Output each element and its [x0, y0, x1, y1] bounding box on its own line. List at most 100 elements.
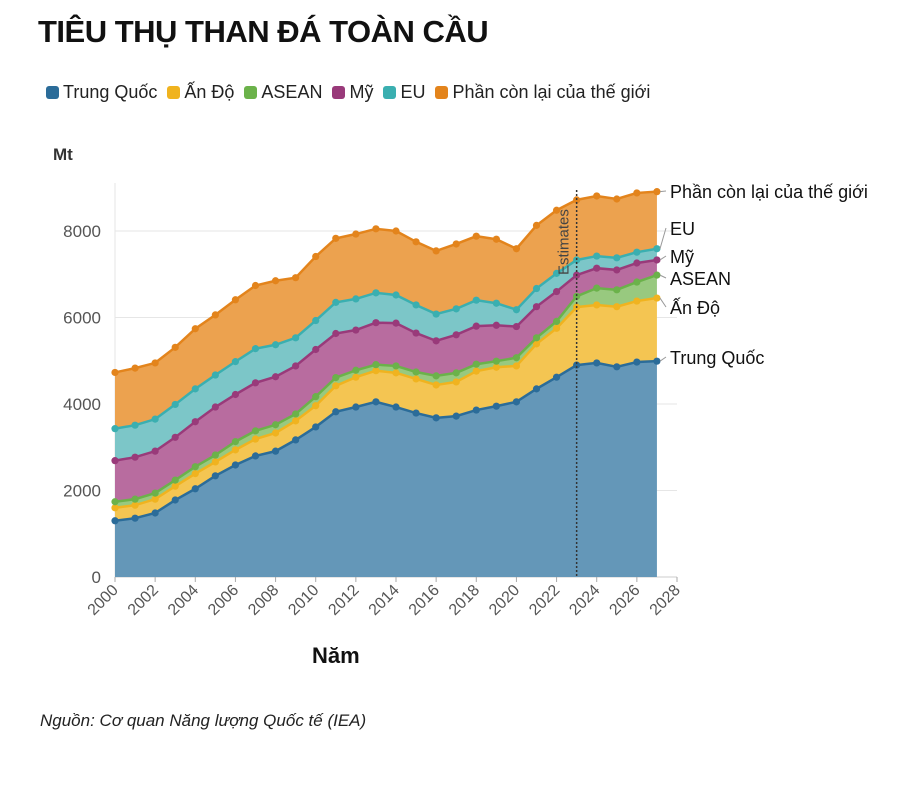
data-point	[191, 385, 199, 393]
data-point	[432, 381, 440, 389]
area-Trung Quốc	[115, 361, 657, 577]
data-point	[613, 363, 621, 371]
data-point	[452, 412, 460, 420]
data-point	[492, 402, 500, 410]
x-tick-label: 2020	[486, 582, 523, 619]
data-point	[211, 403, 219, 411]
data-point	[271, 421, 280, 429]
data-point	[312, 402, 320, 410]
series-line	[114, 258, 658, 462]
label-connector	[659, 274, 667, 279]
data-point	[191, 325, 199, 333]
y-tick-label: 0	[92, 568, 101, 587]
data-point	[191, 485, 199, 493]
end-label: Mỹ	[670, 247, 694, 267]
data-point	[552, 206, 561, 214]
data-point	[613, 266, 621, 274]
data-point	[412, 329, 420, 337]
data-point	[492, 299, 500, 307]
data-point	[332, 329, 340, 338]
data-point	[372, 367, 380, 375]
legend-swatch	[46, 86, 59, 99]
y-tick-label: 8000	[63, 222, 101, 241]
data-point	[211, 472, 219, 480]
data-point	[633, 189, 641, 197]
x-tick-label: 2010	[285, 582, 322, 619]
legend-item: Phần còn lại của thế giới	[435, 82, 650, 103]
data-point	[552, 269, 561, 277]
data-point	[352, 295, 360, 303]
data-point	[191, 470, 199, 478]
legend-swatch	[167, 86, 181, 99]
x-tick-label: 2000	[85, 582, 122, 619]
data-point	[271, 373, 280, 381]
data-point	[593, 359, 601, 367]
data-point	[653, 271, 661, 279]
x-tick-label: 2002	[125, 582, 162, 619]
data-point	[171, 433, 179, 441]
label-connector	[659, 227, 667, 249]
data-point	[131, 514, 139, 522]
data-point	[392, 319, 400, 327]
data-point	[251, 281, 260, 290]
data-point	[151, 415, 159, 423]
data-point	[512, 306, 521, 314]
data-point	[372, 289, 380, 297]
x-tick-label: 2016	[406, 582, 443, 619]
data-point	[312, 316, 320, 325]
data-point	[492, 357, 500, 365]
data-point	[111, 498, 119, 506]
legend-item: Ấn Độ	[167, 82, 234, 103]
legend-item: ASEAN	[244, 82, 322, 103]
legend-label: Mỹ	[349, 82, 374, 102]
data-point	[312, 345, 320, 354]
data-point	[271, 447, 280, 455]
data-point	[613, 286, 621, 294]
data-point	[372, 398, 380, 406]
data-point	[231, 446, 240, 454]
data-point	[332, 382, 340, 390]
data-point	[352, 403, 360, 411]
data-point	[613, 303, 621, 311]
data-point	[633, 278, 641, 286]
data-point	[392, 369, 400, 377]
data-point	[532, 284, 541, 293]
x-tick-label: 2008	[245, 582, 282, 619]
data-point	[352, 326, 360, 334]
legend-label: Ấn Độ	[184, 82, 235, 102]
data-point	[432, 414, 440, 422]
data-point	[512, 354, 521, 362]
data-point	[231, 358, 240, 366]
estimates-label: Estimates	[556, 209, 573, 275]
data-point	[613, 195, 621, 203]
data-point	[332, 408, 340, 416]
data-point	[191, 418, 199, 426]
legend-swatch	[332, 86, 346, 99]
data-point	[532, 221, 541, 229]
x-tick-label: 2006	[205, 582, 242, 619]
data-point	[432, 310, 440, 318]
data-point	[111, 425, 119, 433]
y-tick-label: 4000	[63, 395, 101, 414]
data-point	[573, 292, 581, 300]
data-point	[251, 427, 260, 435]
x-tick-label: 2014	[366, 582, 403, 619]
data-point	[633, 259, 641, 267]
data-point	[552, 317, 561, 325]
data-point	[532, 340, 541, 348]
legend: Trung Quốc Ấn Độ ASEAN Mỹ EU Phần còn lại của…	[46, 82, 650, 103]
data-point	[292, 362, 300, 370]
data-point	[512, 362, 521, 370]
data-point	[492, 321, 500, 329]
data-point	[412, 375, 420, 383]
data-point	[472, 360, 480, 368]
series-line	[114, 190, 658, 374]
area-Ấn Độ	[115, 298, 657, 521]
data-point	[211, 371, 219, 379]
data-point	[653, 256, 661, 264]
data-point	[111, 368, 119, 377]
data-point	[352, 373, 360, 381]
data-point	[432, 337, 440, 345]
x-tick-label: 2026	[606, 582, 643, 619]
